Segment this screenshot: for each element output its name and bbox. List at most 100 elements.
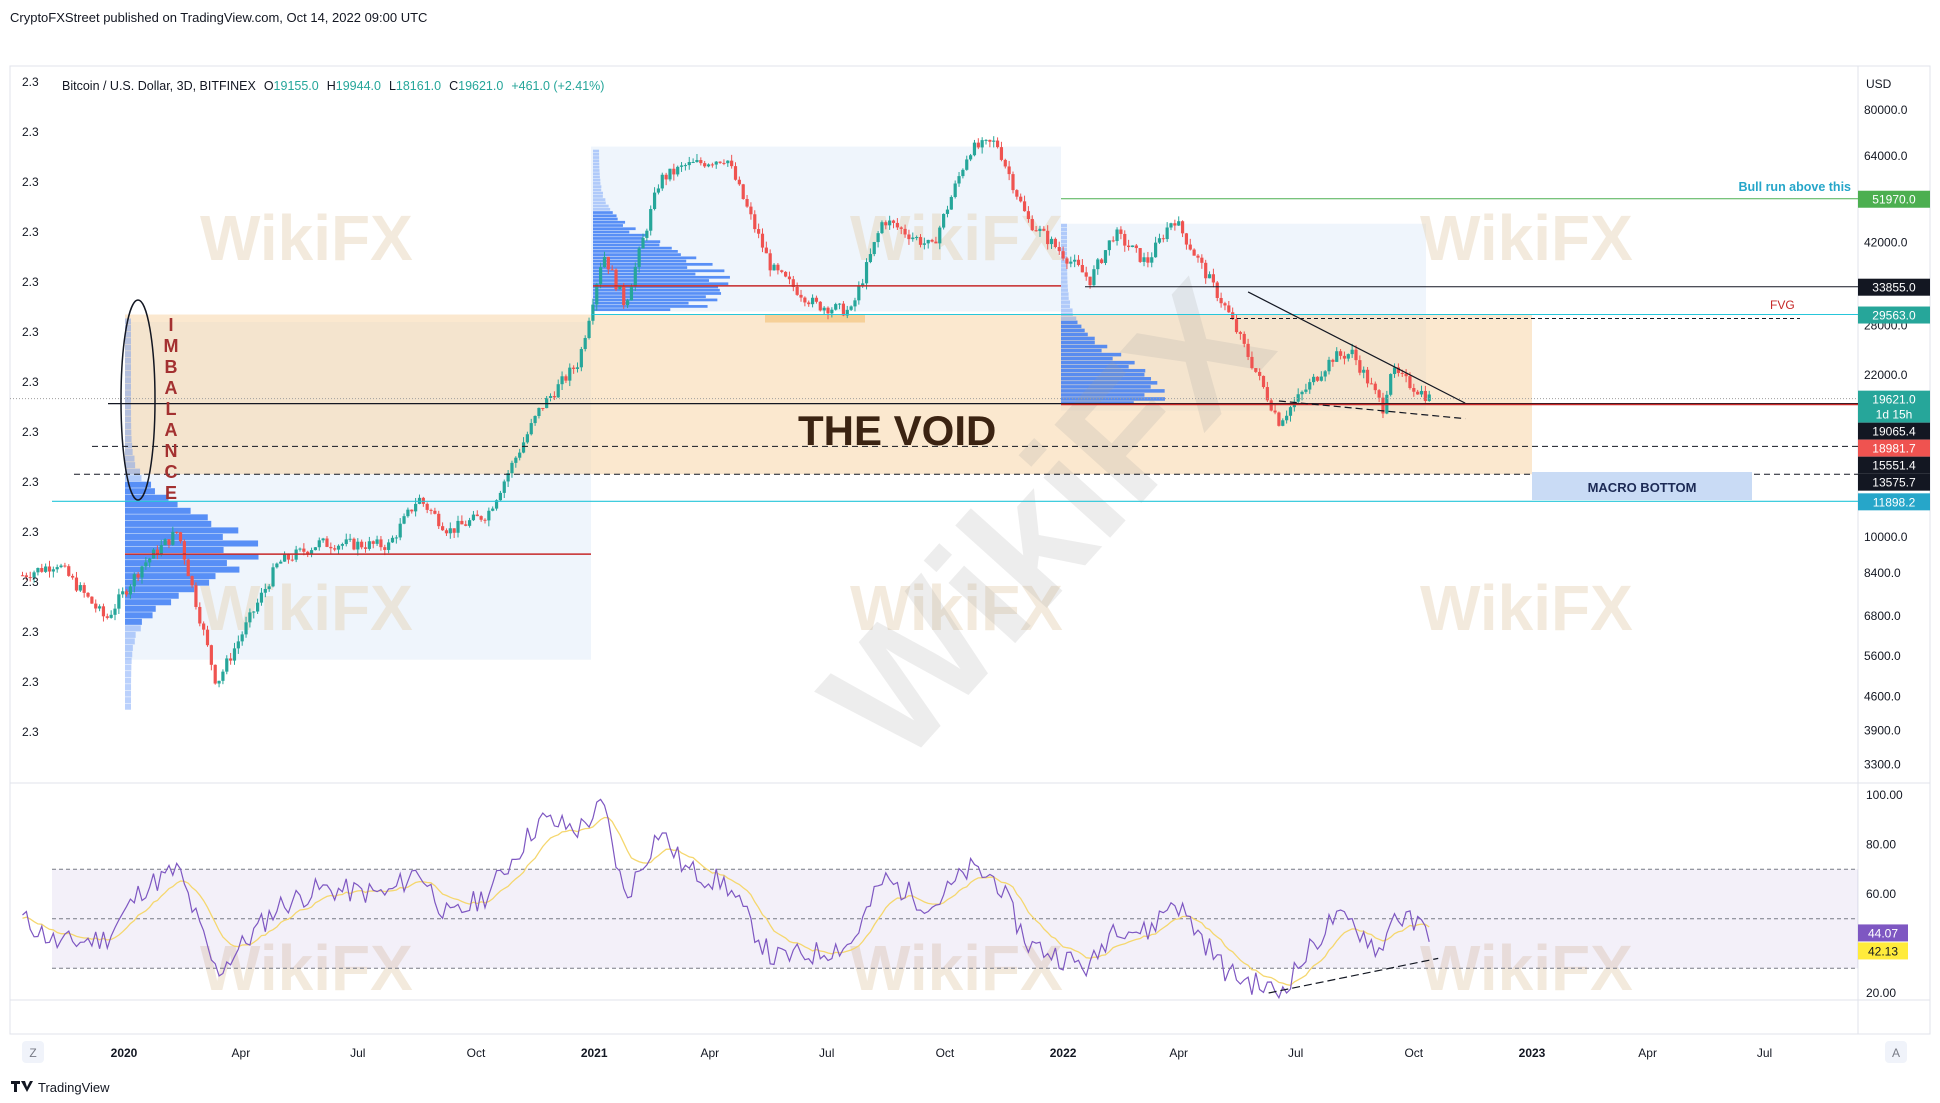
price-axis[interactable]: 80000.064000.042000.028000.022000.010000…	[1864, 103, 1908, 771]
candle	[1400, 372, 1404, 374]
candles-layer[interactable]	[20, 136, 1431, 688]
descending-trendline	[1247, 291, 1466, 404]
macro-bottom-label: MACRO BOTTOM	[1588, 480, 1697, 495]
candle	[1281, 420, 1285, 426]
candle	[760, 233, 765, 248]
candle	[1138, 248, 1142, 262]
candle	[491, 508, 495, 511]
candle	[849, 306, 853, 310]
candle	[1065, 258, 1069, 264]
tradingview-logo[interactable]: TradingView	[11, 1080, 110, 1095]
candle	[51, 569, 55, 572]
candle	[47, 566, 52, 572]
time-tick: Apr	[232, 1046, 251, 1060]
candle	[911, 237, 915, 240]
candle	[1327, 359, 1331, 372]
imbalance-letter: E	[165, 483, 177, 503]
candle	[614, 269, 618, 290]
candle	[225, 658, 229, 672]
candle	[888, 220, 892, 226]
level-tag	[1858, 493, 1930, 511]
imbalance-letter: A	[165, 378, 178, 398]
candle	[884, 222, 888, 226]
candle	[221, 671, 225, 681]
candle	[248, 612, 252, 623]
time-tick: Jul	[1757, 1046, 1772, 1060]
candle	[479, 516, 483, 520]
rsi-divergence-line	[1268, 957, 1439, 994]
change-value: +461.0 (+2.41%)	[511, 79, 604, 93]
price-tick: 22000.0	[1864, 368, 1908, 382]
candle	[1157, 238, 1162, 243]
candle	[930, 239, 934, 242]
candle	[548, 396, 553, 398]
symbol-name: Bitcoin / U.S. Dollar, 3D, BITFINEX	[62, 79, 256, 93]
symbol-legend[interactable]: Bitcoin / U.S. Dollar, 3D, BITFINEX O1915…	[62, 79, 604, 93]
candle	[676, 166, 680, 175]
candle	[1335, 351, 1339, 362]
candle	[710, 164, 714, 166]
candle	[471, 514, 476, 521]
zoom-out-button[interactable]: Z	[22, 1041, 44, 1063]
candle	[687, 162, 691, 166]
candle	[1007, 166, 1011, 175]
candle	[915, 237, 919, 239]
left-scale-label: 2.3	[22, 475, 39, 489]
candle	[1238, 332, 1242, 334]
price-tick: 4600.0	[1864, 689, 1901, 703]
candle	[703, 163, 707, 167]
candle	[406, 509, 410, 517]
candle	[1323, 371, 1327, 377]
candle	[371, 541, 375, 544]
candle	[348, 538, 352, 540]
candle	[383, 547, 387, 550]
candle	[456, 520, 460, 533]
candle	[32, 572, 36, 578]
candle	[398, 523, 402, 538]
candle	[1053, 238, 1057, 248]
left-scale-label: 2.3	[22, 275, 39, 289]
candle	[259, 592, 264, 603]
candle	[205, 629, 210, 646]
rsi-pane[interactable]	[22, 798, 1859, 1000]
candle	[1153, 242, 1158, 258]
watermark-text: WikiFX	[850, 202, 1063, 274]
candle	[980, 140, 984, 148]
time-axis[interactable]: 2020 Apr Jul Oct 2021 Apr Jul Oct 2022 Apr Jul Oct 2…	[111, 1046, 1773, 1060]
candle	[1204, 262, 1208, 279]
candle	[795, 286, 799, 295]
candle	[267, 586, 271, 589]
candle	[649, 209, 653, 231]
candle	[1300, 391, 1304, 395]
candle	[194, 585, 198, 607]
price-tick: 64000.0	[1864, 149, 1908, 163]
candle	[28, 577, 32, 579]
candle	[521, 442, 526, 453]
candle	[440, 526, 445, 531]
candle	[1019, 196, 1023, 202]
candle	[1100, 259, 1104, 263]
candle	[660, 174, 664, 189]
candle	[236, 641, 240, 649]
candle	[837, 303, 842, 305]
candle	[1288, 407, 1293, 416]
candle	[1169, 223, 1173, 228]
candle	[367, 541, 371, 549]
watermark-text: WikiFX	[200, 202, 413, 274]
candle	[568, 367, 572, 381]
candle	[1084, 272, 1088, 277]
candle	[36, 567, 40, 573]
candle	[1250, 356, 1254, 369]
auto-scale-button[interactable]: A	[1885, 1041, 1907, 1063]
candle	[579, 349, 583, 368]
candle	[606, 256, 610, 270]
level-tag-label: 29563.0	[1872, 309, 1916, 323]
candle	[1161, 238, 1165, 240]
candle	[1246, 343, 1250, 357]
candle	[506, 473, 510, 482]
rsi-line	[22, 798, 1430, 1000]
candle	[961, 169, 965, 177]
candle	[537, 407, 541, 417]
svg-text:Z: Z	[29, 1046, 36, 1060]
candle	[1273, 410, 1277, 413]
